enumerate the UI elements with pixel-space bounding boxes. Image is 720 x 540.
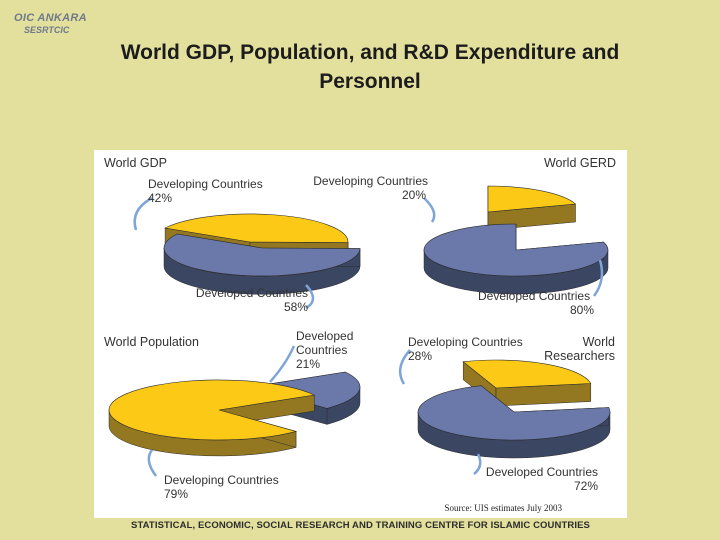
pie-3-developing-countries-slice	[108, 379, 316, 441]
pie-3-developed-countries-slice	[249, 371, 361, 409]
pie-2-developed-countries-slice	[423, 223, 609, 277]
leader-line	[473, 453, 482, 475]
value-researchers-developing: 28%	[408, 349, 432, 363]
leader-line	[133, 196, 153, 231]
label-gerd-developing: Developing Countries	[313, 174, 428, 188]
pie-4-developing-countries-slice	[462, 359, 592, 389]
slide-title: World GDP, Population, and R&D Expenditu…	[40, 38, 700, 96]
logo-line-2: SESRTCIC	[24, 25, 70, 35]
label-population-developed-2: Countries	[296, 343, 347, 357]
pie-1-developing-countries-slice	[164, 213, 349, 243]
logo-line-1: OIC ANKARA	[14, 12, 87, 24]
leader-line	[592, 259, 604, 297]
label-gerd-developed: Developed Countries	[478, 289, 590, 303]
chart-panel: World GDP World GERD World Population World…	[94, 150, 627, 518]
value-gerd-developed: 80%	[570, 303, 594, 317]
footer-text: STATISTICAL, ECONOMIC, SOCIAL RESEARCH A…	[131, 520, 590, 531]
label-researchers-developed: Developed Countries	[486, 465, 598, 479]
label-gdp-developed: Developed Countries	[196, 286, 308, 300]
value-gerd-developing: 20%	[402, 188, 426, 202]
value-population-developing: 79%	[164, 487, 188, 501]
pie-4-group	[417, 359, 611, 459]
value-gdp-developing: 42%	[148, 191, 172, 205]
chart-title-population: World Population	[104, 335, 199, 349]
chart-title-gdp: World GDP	[104, 156, 167, 170]
chart-title-gerd: World GERD	[544, 156, 616, 170]
source-note: Source: UIS estimates July 2003	[445, 503, 563, 513]
leader-line	[398, 349, 411, 385]
pie-1-group	[163, 213, 361, 295]
leader-line	[423, 197, 436, 223]
chart-title-researchers-line2: Researchers	[544, 349, 615, 363]
leader-line	[269, 345, 296, 383]
pie-3-group	[108, 371, 361, 457]
value-population-developed: 21%	[296, 357, 320, 371]
label-population-developed-1: Developed	[296, 329, 353, 343]
pie-4-developed-countries-slice	[417, 385, 611, 441]
leader-line	[147, 449, 158, 477]
title-line-2: Personnel	[319, 70, 421, 93]
value-researchers-developed: 72%	[574, 479, 598, 493]
label-population-developing: Developing Countries	[164, 473, 279, 487]
value-gdp-developed: 58%	[284, 300, 308, 314]
leader-line	[305, 284, 315, 310]
pie-2-group	[423, 185, 609, 295]
org-logo: OIC ANKARA SESRTCIC	[14, 12, 87, 36]
label-gdp-developing: Developing Countries	[148, 177, 263, 191]
title-line-1: World GDP, Population, and R&D Expenditu…	[120, 41, 620, 64]
pie-charts-svg: World GDP World GERD World Population World…	[104, 156, 616, 513]
chart-title-researchers-line1: World	[583, 335, 615, 349]
pie-2-developing-countries-slice	[487, 185, 577, 213]
pie-1-developed-countries-slice	[163, 233, 361, 277]
label-researchers-developing: Developing Countries	[408, 335, 523, 349]
